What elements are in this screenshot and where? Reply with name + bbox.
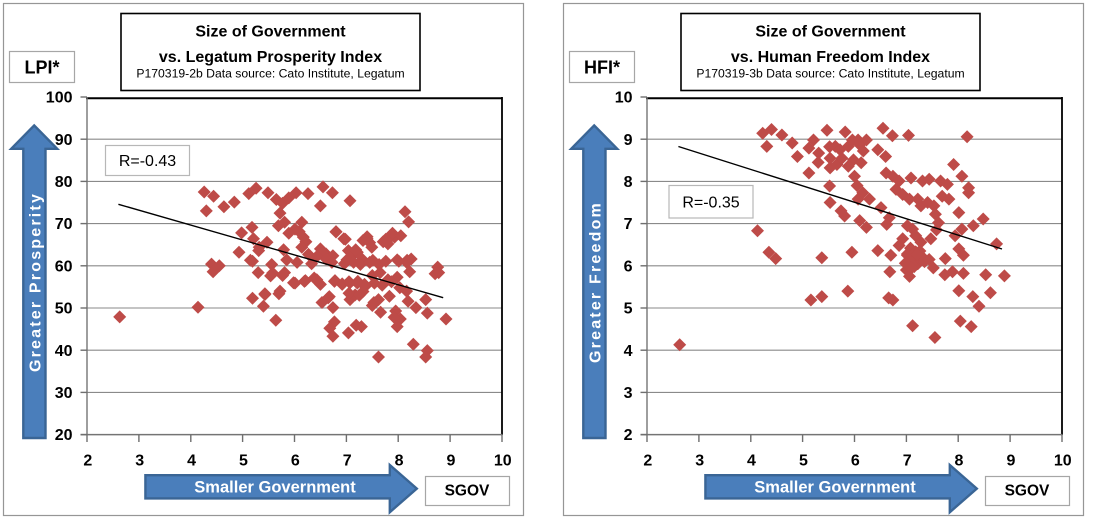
- svg-text:LPI*: LPI*: [24, 58, 59, 78]
- svg-text:vs. Human Freedom Index: vs. Human Freedom Index: [731, 49, 930, 66]
- svg-text:4: 4: [747, 452, 756, 469]
- svg-text:7: 7: [624, 216, 633, 233]
- svg-text:8: 8: [624, 174, 633, 191]
- svg-text:80: 80: [55, 174, 73, 191]
- svg-text:70: 70: [55, 216, 73, 233]
- svg-text:10: 10: [615, 90, 633, 107]
- svg-text:6: 6: [624, 258, 633, 275]
- svg-text:6: 6: [851, 452, 860, 469]
- svg-text:10: 10: [1054, 452, 1072, 469]
- svg-text:90: 90: [55, 132, 73, 149]
- svg-text:9: 9: [446, 452, 455, 469]
- svg-text:Greater Freedom: Greater Freedom: [588, 201, 605, 363]
- svg-text:Smaller Government: Smaller Government: [754, 479, 916, 497]
- svg-text:2: 2: [643, 452, 652, 469]
- svg-text:7: 7: [343, 452, 352, 469]
- svg-text:SGOV: SGOV: [1005, 483, 1050, 500]
- svg-text:Smaller Government: Smaller Government: [194, 479, 356, 497]
- svg-text:9: 9: [1006, 452, 1015, 469]
- svg-text:Size of Government: Size of Government: [195, 24, 346, 41]
- svg-text:10: 10: [494, 452, 512, 469]
- svg-text:20: 20: [55, 427, 73, 444]
- svg-text:100: 100: [46, 90, 73, 107]
- svg-text:60: 60: [55, 258, 73, 275]
- svg-text:P170319-3b Data source: Cato I: P170319-3b Data source: Cato Institute, …: [696, 67, 964, 81]
- svg-text:P170319-2b Data source: Cato I: P170319-2b Data source: Cato Institute, …: [136, 67, 404, 81]
- svg-text:40: 40: [55, 343, 73, 360]
- svg-text:4: 4: [624, 343, 633, 360]
- svg-text:30: 30: [55, 385, 73, 402]
- svg-text:2: 2: [624, 427, 633, 444]
- svg-text:8: 8: [395, 452, 404, 469]
- svg-text:6: 6: [291, 452, 300, 469]
- svg-text:3: 3: [135, 452, 144, 469]
- svg-text:5: 5: [799, 452, 808, 469]
- svg-text:5: 5: [624, 301, 633, 318]
- svg-text:HFI*: HFI*: [584, 58, 620, 78]
- svg-text:SGOV: SGOV: [445, 483, 490, 500]
- svg-text:R=-0.43: R=-0.43: [119, 153, 176, 170]
- svg-text:Greater Prosperity: Greater Prosperity: [28, 192, 45, 372]
- svg-text:Size of Government: Size of Government: [755, 24, 906, 41]
- svg-text:7: 7: [903, 452, 912, 469]
- svg-text:8: 8: [955, 452, 964, 469]
- svg-text:3: 3: [624, 385, 633, 402]
- svg-text:50: 50: [55, 301, 73, 318]
- svg-text:R=-0.35: R=-0.35: [682, 195, 739, 212]
- svg-text:3: 3: [695, 452, 704, 469]
- svg-text:2: 2: [83, 452, 92, 469]
- svg-text:5: 5: [239, 452, 248, 469]
- svg-text:vs. Legatum Prosperity Index: vs. Legatum Prosperity Index: [159, 49, 382, 66]
- svg-text:4: 4: [187, 452, 196, 469]
- svg-text:9: 9: [624, 132, 633, 149]
